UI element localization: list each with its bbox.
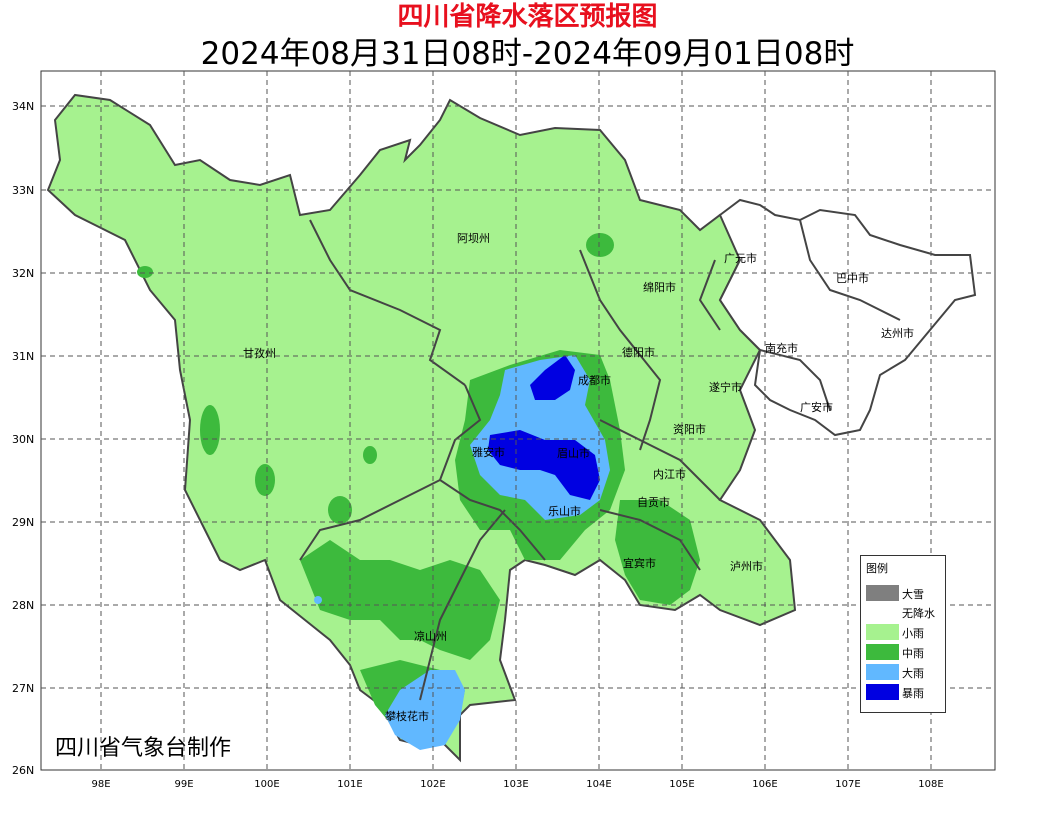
city-label: 甘孜州 <box>243 346 276 360</box>
rainstorm-regions <box>488 355 600 500</box>
city-label: 乐山市 <box>548 504 581 518</box>
city-label: 遂宁市 <box>709 380 742 394</box>
city-label: 宜宾市 <box>623 556 656 570</box>
y-tick-label: 32N <box>12 267 34 280</box>
legend-item: 大雪 <box>866 584 944 602</box>
legend-label: 暴雨 <box>902 687 924 700</box>
y-tick-label: 26N <box>12 764 34 777</box>
legend-swatch-moderate-rain <box>866 644 899 660</box>
x-tick-label: 101E <box>337 779 362 790</box>
map-title: 四川省降水落区预报图 <box>397 2 658 32</box>
legend-label: 大雨 <box>902 667 924 680</box>
y-tick-label: 31N <box>12 350 34 363</box>
legend-swatch-heavy-rain <box>866 664 899 680</box>
legend-label: 大雪 <box>902 588 924 601</box>
city-label: 巴中市 <box>836 271 869 285</box>
legend-item: 无降水 <box>866 603 944 621</box>
y-tick-label: 28N <box>12 599 34 612</box>
city-label: 泸州市 <box>730 559 763 573</box>
legend-item: 中雨 <box>866 643 944 661</box>
y-tick-label: 34N <box>12 100 34 113</box>
legend-swatch-heavy-snow <box>866 585 899 601</box>
x-tick-label: 104E <box>586 779 611 790</box>
y-axis-labels: 34N 33N 32N 31N 30N 29N 28N 27N 26N <box>12 100 34 777</box>
city-label: 雅安市 <box>472 445 505 459</box>
x-tick-label: 106E <box>752 779 777 790</box>
x-tick-label: 105E <box>669 779 694 790</box>
y-tick-label: 30N <box>12 433 34 446</box>
city-labels: 阿坝州 甘孜州 广元市 巴中市 绵阳市 达州市 南充市 德阳市 成都市 遂宁市 … <box>243 231 914 723</box>
light-rain-region <box>46 93 797 763</box>
city-label: 绵阳市 <box>643 280 676 294</box>
prefecture-borders <box>299 219 901 701</box>
city-label: 攀枝花市 <box>385 709 429 723</box>
city-label: 阿坝州 <box>457 231 490 245</box>
legend-label: 中雨 <box>902 647 924 660</box>
map-subtitle: 2024年08月31日08时-2024年09月01日08时 <box>200 36 855 72</box>
legend-swatch-no-rain <box>866 604 899 620</box>
x-tick-label: 102E <box>420 779 445 790</box>
city-label: 眉山市 <box>557 446 590 460</box>
city-label: 德阳市 <box>622 345 655 359</box>
city-label: 广安市 <box>800 400 833 414</box>
x-tick-label: 99E <box>174 779 193 790</box>
x-tick-label: 98E <box>91 779 110 790</box>
x-tick-label: 100E <box>254 779 279 790</box>
x-tick-label: 108E <box>918 779 943 790</box>
legend-title: 图例 <box>866 562 888 575</box>
y-tick-label: 33N <box>12 184 34 197</box>
city-label: 内江市 <box>653 467 686 481</box>
city-label: 自贡市 <box>637 495 670 509</box>
x-axis-labels: 98E 99E 100E 101E 102E 103E 104E 105E 10… <box>91 779 943 790</box>
legend-label: 小雨 <box>902 627 924 640</box>
city-label: 成都市 <box>578 373 611 387</box>
credit-text: 四川省气象台制作 <box>55 736 232 761</box>
city-label: 南充市 <box>765 341 798 355</box>
legend-item: 大雨 <box>866 663 944 681</box>
legend-swatch-rainstorm <box>866 684 899 700</box>
city-label: 凉山州 <box>414 629 447 643</box>
city-label: 资阳市 <box>673 422 706 436</box>
legend-item: 小雨 <box>866 623 944 641</box>
x-tick-label: 107E <box>835 779 860 790</box>
city-label: 广元市 <box>724 251 757 265</box>
y-tick-label: 29N <box>12 516 34 529</box>
coordinate-grid <box>41 71 995 770</box>
legend-swatch-light-rain <box>866 624 899 640</box>
city-label: 达州市 <box>881 326 914 340</box>
legend-item: 暴雨 <box>866 683 944 701</box>
y-tick-label: 27N <box>12 682 34 695</box>
legend: 图例 大雪 无降水 小雨 中雨 大雨 暴雨 <box>860 555 946 713</box>
legend-label: 无降水 <box>902 607 935 620</box>
x-tick-label: 103E <box>503 779 528 790</box>
